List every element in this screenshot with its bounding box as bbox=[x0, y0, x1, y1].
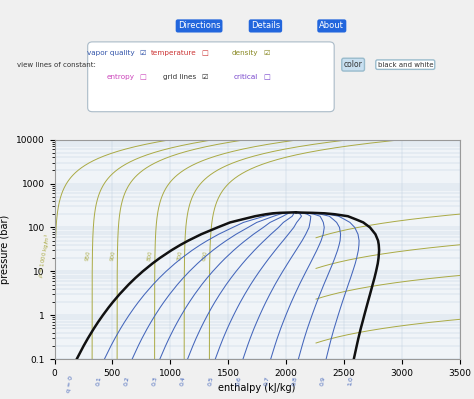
Text: 700: 700 bbox=[177, 250, 183, 261]
Text: 0.4: 0.4 bbox=[179, 375, 186, 386]
Text: 0.7: 0.7 bbox=[264, 375, 270, 386]
Text: 950: 950 bbox=[84, 250, 91, 261]
Text: 900: 900 bbox=[109, 250, 116, 261]
Text: q = 0: q = 0 bbox=[66, 375, 74, 393]
Text: □: □ bbox=[140, 73, 147, 80]
Text: 0.2: 0.2 bbox=[123, 375, 130, 386]
Text: 600: 600 bbox=[202, 250, 209, 261]
Text: 0.5: 0.5 bbox=[208, 375, 214, 386]
Text: temperature: temperature bbox=[151, 49, 197, 56]
Text: black and white: black and white bbox=[377, 61, 433, 68]
Text: color: color bbox=[344, 60, 363, 69]
Text: About: About bbox=[319, 22, 344, 30]
Text: 0.1: 0.1 bbox=[95, 375, 102, 386]
Text: 800: 800 bbox=[147, 250, 154, 261]
Text: ☑: ☑ bbox=[140, 49, 146, 56]
Text: density: density bbox=[232, 49, 258, 56]
Text: entropy: entropy bbox=[107, 73, 135, 80]
X-axis label: enthalpy (kJ/kg): enthalpy (kJ/kg) bbox=[219, 383, 296, 393]
Text: grid lines: grid lines bbox=[164, 73, 197, 80]
Text: 0.8: 0.8 bbox=[292, 375, 298, 386]
Y-axis label: pressure (bar): pressure (bar) bbox=[0, 215, 10, 284]
Text: ☑: ☑ bbox=[263, 49, 270, 56]
Text: ☑: ☑ bbox=[201, 73, 208, 80]
Text: Details: Details bbox=[251, 22, 280, 30]
Text: vapor quality: vapor quality bbox=[88, 49, 135, 56]
Text: Directions: Directions bbox=[178, 22, 220, 30]
Text: 0.6: 0.6 bbox=[236, 375, 242, 386]
Text: □: □ bbox=[263, 73, 270, 80]
Text: $\rho$ = 1000 kg/m$^3$: $\rho$ = 1000 kg/m$^3$ bbox=[36, 232, 54, 279]
Text: view lines of constant:: view lines of constant: bbox=[17, 61, 95, 68]
Text: critical: critical bbox=[234, 73, 258, 80]
Text: 1.0: 1.0 bbox=[348, 375, 355, 386]
Text: □: □ bbox=[201, 49, 209, 56]
Text: 0.9: 0.9 bbox=[320, 375, 327, 386]
Text: 0.3: 0.3 bbox=[151, 375, 158, 386]
